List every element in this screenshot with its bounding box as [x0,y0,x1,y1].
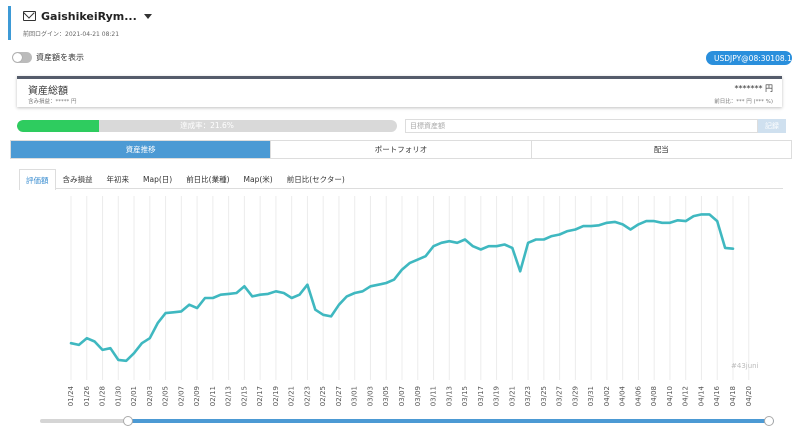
x-tick-label: 03/25 [540,386,548,406]
x-tick-label: 01/24 [67,385,75,406]
x-tick-label: 04/16 [713,385,721,406]
tab-dividend[interactable]: 配当 [531,141,791,158]
last-login: 前回ログイン：2021-04-21 08:21 [23,31,120,38]
goal-progress-label: 達成率：21.6% [180,121,234,130]
x-tick-label: 02/07 [177,386,185,406]
watermark: #43juni [731,362,759,370]
tab-portfolio[interactable]: ポートフォリオ [271,141,532,158]
subtab-prev-industry[interactable]: 前日比(業種) [186,175,230,184]
x-tick-label: 04/18 [729,386,737,406]
subtab-ytd[interactable]: 年初来 [106,175,130,184]
x-tick-label: 02/01 [130,386,138,406]
x-tick-label: 04/12 [682,386,690,406]
x-tick-label: 02/23 [303,386,311,406]
x-tick-label: 04/06 [634,385,642,406]
x-tick-label: 03/27 [556,386,564,406]
subtab-prev-sector[interactable]: 前日比(セクター) [286,175,345,184]
x-tick-label: 03/03 [366,386,374,406]
x-tick-label: 02/15 [240,386,248,406]
x-tick-label: 03/19 [493,386,501,406]
x-tick-label: 01/28 [99,386,107,406]
x-tick-label: 02/13 [225,386,233,406]
prev-day-change: 前日比：*** 円 (*** %) [714,99,773,105]
fx-rate-badge: USDJPY@08:30 108.1 [706,51,792,65]
x-tick-label: 02/11 [209,386,217,406]
unrealized-gain: 含み損益：***** 円 [28,99,77,105]
fx-pair-time: USDJPY@08:30 [714,53,771,63]
slider-handle-start[interactable] [123,416,134,426]
x-tick-label: 03/23 [524,386,532,406]
x-tick-label: 02/27 [335,386,343,406]
show-assets-toggle[interactable] [12,52,32,63]
x-tick-label: 04/04 [619,385,627,406]
sub-tabs: 評価額 含み損益 年初来 Map(日) 前日比(業種) Map(米) 前日比(セ… [19,169,783,190]
account-name[interactable]: GaishikeiRym... [41,9,137,23]
fx-rate: 108.1 [770,53,792,63]
asset-total: ******* 円 [734,84,773,93]
x-tick-label: 02/03 [146,386,154,406]
x-tick-label: 03/31 [587,386,595,406]
record-button[interactable]: 記録 [758,119,786,133]
account-selector[interactable]: GaishikeiRym... [23,6,158,26]
account-block: GaishikeiRym... 前回ログイン：2021-04-21 08:21 [8,6,158,40]
x-tick-label: 03/13 [445,386,453,406]
subtab-unrealized[interactable]: 含み損益 [62,175,93,184]
slider-range [128,419,774,423]
caret-down-icon[interactable] [143,13,152,19]
show-assets-label: 資産額を表示 [36,53,84,62]
x-tick-label: 03/17 [477,386,485,406]
goal-progress-fill [17,120,100,132]
x-tick-label: 03/15 [461,386,469,406]
asset-title: 資産総額 [28,86,68,97]
x-tick-label: 01/26 [83,385,91,406]
x-tick-label: 02/17 [256,386,264,406]
x-tick-label: 04/14 [697,385,705,406]
x-tick-label: 03/29 [571,386,579,406]
line-chart-svg: 01/24 01/26 01/28 01/30 02/01 02/03 02/05 02/07… [67,196,753,406]
x-tick-label: 03/21 [508,386,516,406]
goal-amount-input[interactable] [405,119,758,133]
x-tick-label: 03/09 [414,386,422,406]
x-tick-label: 04/08 [650,386,658,406]
x-tick-label: 02/05 [162,386,170,406]
x-tick-label: 03/07 [398,386,406,406]
subtab-valuation[interactable]: 評価額 [19,169,56,190]
x-tick-label: 02/21 [288,386,296,406]
x-tick-label: 04/02 [603,386,611,406]
main-tabs: 資産推移 ポートフォリオ 配当 [10,140,792,159]
goal-progress-bar: 達成率：21.6% [17,120,397,132]
tab-asset-history[interactable]: 資産推移 [11,141,272,158]
x-tick-label: 01/30 [114,386,122,406]
series-line [69,213,735,363]
x-tick-label: 02/25 [319,386,327,406]
x-tick-label: 03/11 [430,386,438,406]
date-range-slider[interactable] [40,416,774,426]
x-tick-label: 04/20 [745,386,753,406]
x-tick-label: 02/09 [193,386,201,406]
mail-icon [23,11,36,21]
asset-history-chart: 01/24 01/26 01/28 01/30 02/01 02/03 02/05 02/07… [0,190,800,410]
x-tick-label: 04/10 [666,386,674,406]
subtab-map-us[interactable]: Map(米) [243,175,273,184]
x-tick-label: 02/19 [272,386,280,406]
subtab-map-jp[interactable]: Map(日) [143,175,173,184]
slider-handle-end[interactable] [764,416,774,426]
x-tick-label: 03/05 [382,386,390,406]
asset-summary-panel: 資産総額 含み損益：***** 円 ******* 円 前日比：*** 円 (*… [17,76,782,107]
x-tick-label: 03/01 [351,386,359,406]
show-assets-toggle-row: 資産額を表示 [12,52,84,63]
